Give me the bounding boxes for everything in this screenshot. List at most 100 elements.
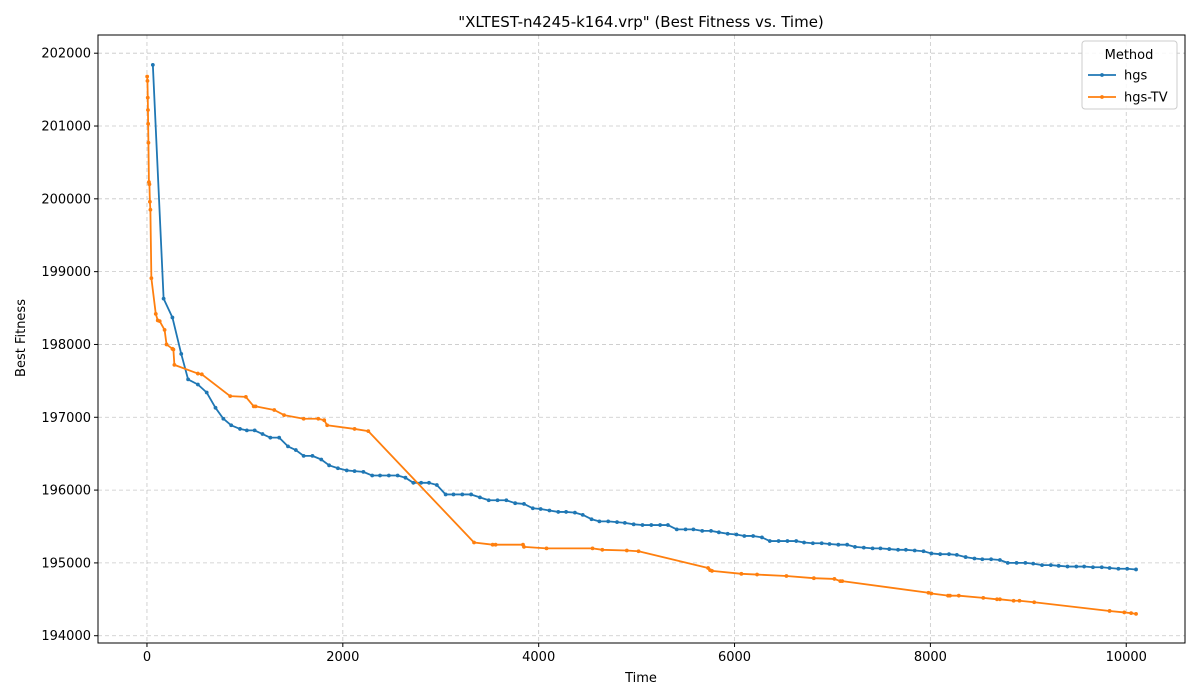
data-point-hgs bbox=[161, 296, 166, 301]
legend: Method hgs hgs-TV bbox=[1081, 40, 1178, 110]
data-point-hgs bbox=[150, 62, 155, 67]
data-point-hgs bbox=[486, 498, 491, 503]
data-point-hgs bbox=[836, 542, 841, 547]
series-hgs bbox=[150, 62, 1138, 572]
data-point-hgs bbox=[286, 444, 290, 449]
data-point-hgs bbox=[683, 527, 688, 532]
data-point-hgs bbox=[912, 548, 917, 553]
data-point-hgs bbox=[1023, 561, 1028, 565]
data-point-hgs bbox=[352, 469, 357, 474]
data-point-hgs bbox=[853, 544, 857, 549]
data-point-hgs-TV bbox=[228, 394, 233, 399]
y-tick-label: 196000 bbox=[41, 484, 91, 499]
data-point-hgs bbox=[929, 551, 934, 556]
data-point-hgs bbox=[513, 501, 518, 506]
data-point-hgs bbox=[573, 510, 577, 515]
data-point-hgs bbox=[213, 405, 218, 410]
data-point-hgs-TV bbox=[1129, 611, 1134, 616]
data-point-hgs-TV bbox=[544, 546, 549, 551]
data-point-hgs bbox=[1074, 564, 1079, 569]
data-point-hgs-TV bbox=[832, 577, 837, 581]
y-tick-label: 194000 bbox=[41, 629, 91, 644]
data-point-hgs bbox=[419, 480, 424, 485]
data-point-hgs bbox=[293, 448, 298, 452]
grid bbox=[98, 35, 1185, 643]
data-point-hgs bbox=[530, 506, 535, 511]
data-point-hgs-TV bbox=[146, 140, 151, 145]
data-point-hgs bbox=[785, 539, 790, 543]
data-point-hgs bbox=[827, 542, 832, 546]
data-point-hgs bbox=[819, 541, 824, 546]
data-point-hgs-TV bbox=[636, 549, 641, 554]
legend-items: hgs hgs-TV bbox=[1088, 69, 1168, 106]
data-point-hgs bbox=[622, 520, 627, 525]
data-point-hgs bbox=[640, 523, 645, 527]
data-point-hgs-TV bbox=[148, 207, 153, 212]
data-point-hgs bbox=[1048, 563, 1053, 567]
data-point-hgs-TV bbox=[926, 590, 931, 595]
data-point-hgs-TV bbox=[1134, 611, 1138, 616]
data-point-hgs-TV bbox=[755, 572, 759, 577]
data-point-hgs bbox=[938, 552, 943, 557]
data-point-hgs bbox=[615, 520, 619, 525]
data-point-hgs bbox=[469, 492, 474, 497]
data-point-hgs bbox=[904, 547, 908, 552]
legend-frame bbox=[1081, 40, 1178, 110]
data-point-hgs bbox=[411, 480, 416, 485]
legend-label-hgs: hgs bbox=[1124, 69, 1147, 84]
data-point-hgs bbox=[1091, 565, 1095, 570]
data-point-hgs-TV bbox=[366, 429, 371, 434]
data-point-hgs-TV bbox=[739, 571, 744, 576]
data-point-hgs bbox=[1116, 566, 1121, 571]
data-point-hgs bbox=[963, 555, 968, 559]
data-point-hgs bbox=[870, 546, 875, 551]
data-point-hgs-TV bbox=[1107, 609, 1112, 613]
data-point-hgs-TV bbox=[164, 342, 169, 347]
data-point-hgs bbox=[1005, 561, 1010, 565]
data-point-hgs bbox=[896, 547, 900, 552]
data-point-hgs bbox=[887, 547, 892, 551]
data-point-hgs bbox=[170, 315, 175, 320]
data-point-hgs bbox=[1031, 561, 1036, 566]
data-point-hgs-TV bbox=[253, 404, 258, 409]
data-point-hgs bbox=[606, 519, 611, 524]
data-point-hgs bbox=[989, 557, 994, 562]
series-layer bbox=[145, 62, 1138, 616]
data-point-hgs-TV bbox=[956, 593, 961, 598]
data-point-hgs-TV bbox=[199, 372, 204, 377]
data-point-hgs-TV bbox=[301, 416, 306, 421]
data-point-hgs bbox=[221, 416, 226, 421]
data-point-hgs bbox=[589, 517, 594, 522]
data-point-hgs-TV bbox=[146, 121, 151, 126]
data-point-hgs bbox=[204, 390, 209, 395]
ticks: 0 2000 4000 6000 8000 10000 194000 195000 196000… bbox=[41, 47, 1147, 665]
data-point-hgs bbox=[538, 507, 543, 511]
data-point-hgs bbox=[244, 428, 249, 433]
legend-marker-hgs bbox=[1100, 73, 1104, 77]
data-point-hgs bbox=[460, 492, 465, 497]
chart-title: "XLTEST-n4245-k164.vrp" (Best Fitness vs… bbox=[458, 13, 824, 31]
plot-frame bbox=[97, 34, 1186, 644]
x-tick-label: 10000 bbox=[1106, 650, 1147, 665]
data-point-hgs bbox=[700, 528, 705, 533]
data-point-hgs-TV bbox=[325, 423, 330, 428]
data-point-hgs-TV bbox=[981, 595, 986, 600]
x-axis-label: Time bbox=[624, 671, 657, 686]
data-point-hgs-TV bbox=[149, 276, 154, 281]
data-point-hgs bbox=[1082, 564, 1087, 569]
data-point-hgs-TV bbox=[147, 182, 152, 187]
y-tick-label: 202000 bbox=[41, 47, 91, 62]
data-point-hgs bbox=[195, 382, 200, 387]
data-point-hgs-TV bbox=[282, 413, 286, 417]
data-point-hgs bbox=[556, 510, 561, 514]
data-point-hgs bbox=[252, 428, 257, 433]
data-point-hgs bbox=[301, 453, 306, 458]
data-point-hgs-TV bbox=[1011, 598, 1016, 603]
data-point-hgs bbox=[921, 549, 926, 554]
data-point-hgs bbox=[580, 512, 585, 517]
data-point-hgs bbox=[319, 457, 324, 462]
data-point-hgs bbox=[1056, 563, 1061, 568]
data-point-hgs-TV bbox=[590, 546, 595, 551]
